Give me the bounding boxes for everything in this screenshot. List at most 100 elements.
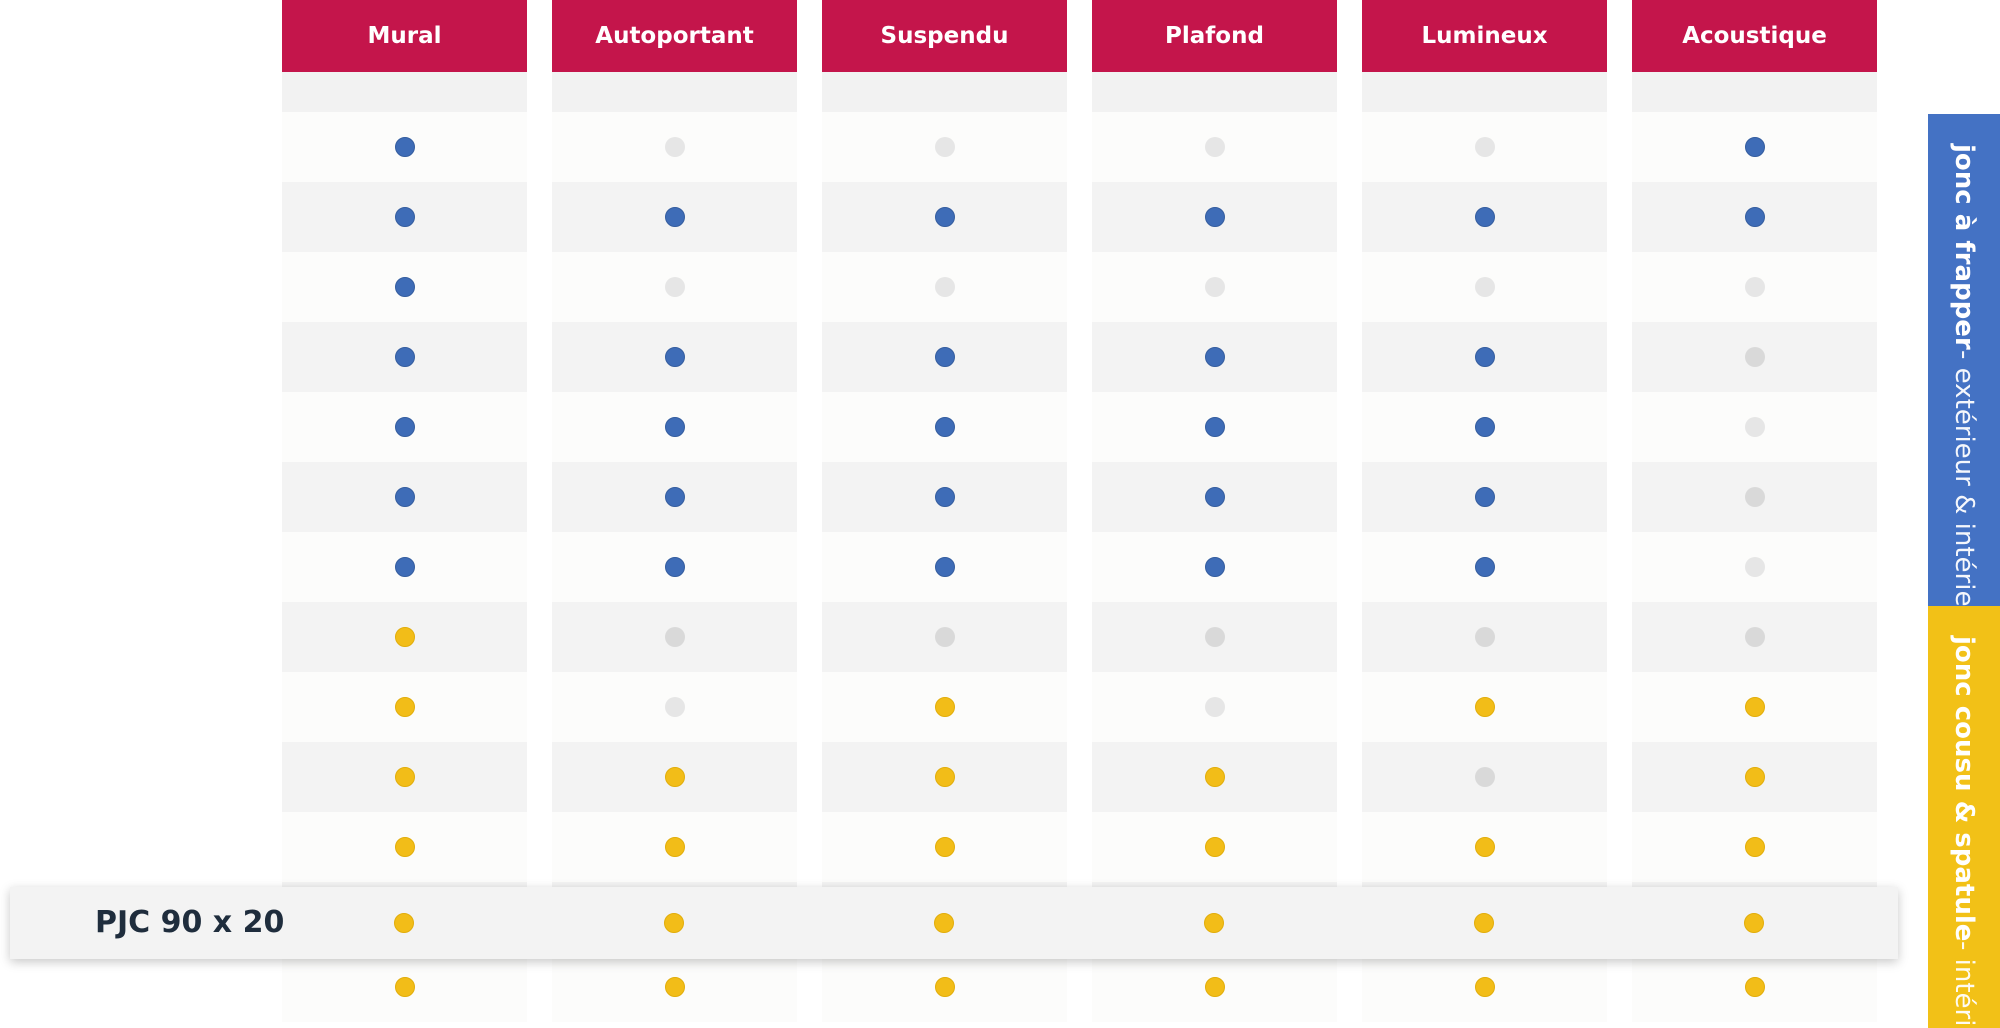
matrix-cell <box>282 462 527 532</box>
matrix-cell <box>552 532 797 602</box>
availability-dot <box>1744 207 1765 227</box>
availability-dot <box>1474 913 1494 933</box>
matrix-cell <box>1362 392 1607 462</box>
band-jonc-a-frapper: jonc à frapper - extérieur & intérieur <box>1928 114 2000 606</box>
availability-dot <box>1204 487 1225 507</box>
column-spacer <box>1362 72 1607 112</box>
availability-dot <box>1744 977 1765 997</box>
matrix-cell <box>552 602 797 672</box>
column-spacer <box>282 72 527 112</box>
availability-dot <box>394 557 415 577</box>
matrix-cell <box>1632 532 1877 602</box>
band-label-rest: - extérieur & intérieur <box>1949 349 1979 606</box>
matrix-cell <box>1092 672 1337 742</box>
availability-dot <box>394 417 415 437</box>
matrix-cell <box>1092 252 1337 322</box>
availability-dot <box>1744 137 1765 157</box>
availability-dot <box>934 557 955 577</box>
matrix-cell <box>282 812 527 882</box>
band-label: jonc à frapper - extérieur & intérieur <box>1928 114 2000 606</box>
availability-dot <box>664 137 685 157</box>
matrix-cell <box>282 252 527 322</box>
matrix-cell <box>282 112 527 182</box>
availability-dot <box>664 207 685 227</box>
availability-dot <box>664 837 685 857</box>
matrix-cell <box>282 182 527 252</box>
matrix-cell <box>822 672 1067 742</box>
column-lumineux: Lumineux <box>1362 0 1607 1028</box>
availability-dot <box>1204 277 1225 297</box>
matrix-cell <box>822 392 1067 462</box>
column-spacer <box>1632 72 1877 112</box>
availability-dot <box>1744 837 1765 857</box>
matrix-cell <box>1362 112 1607 182</box>
band-label-rest: - intérieur <box>1949 941 1979 1028</box>
column-spacer <box>1092 72 1337 112</box>
column-header[interactable]: Acoustique <box>1632 0 1877 72</box>
matrix-cell <box>822 532 1067 602</box>
availability-dot <box>934 697 955 717</box>
band-label: jonc cousu & spatule - intérieur <box>1928 606 2000 1028</box>
availability-dot <box>394 977 415 997</box>
matrix-cell <box>282 532 527 602</box>
column-header[interactable]: Lumineux <box>1362 0 1607 72</box>
availability-dot <box>934 207 955 227</box>
column-acoustique: Acoustique <box>1632 0 1877 1028</box>
availability-dot <box>1744 697 1765 717</box>
availability-dot <box>934 137 955 157</box>
highlight-row[interactable]: PJC 90 x 20 <box>10 887 1898 959</box>
availability-dot <box>1204 137 1225 157</box>
availability-dot <box>1744 277 1765 297</box>
availability-dot <box>1474 767 1495 787</box>
matrix-cell <box>1632 252 1877 322</box>
matrix-cell <box>1362 742 1607 812</box>
availability-dot <box>1204 697 1225 717</box>
matrix-cell <box>282 742 527 812</box>
column-autoportant: Autoportant <box>552 0 797 1028</box>
availability-dot <box>664 347 685 367</box>
availability-dot <box>394 207 415 227</box>
matrix-cell <box>552 322 797 392</box>
availability-dot <box>1474 347 1495 367</box>
matrix-cell <box>552 112 797 182</box>
availability-dot <box>394 697 415 717</box>
column-header[interactable]: Autoportant <box>552 0 797 72</box>
matrix-cell <box>1092 112 1337 182</box>
availability-dot <box>934 277 955 297</box>
highlight-row-label: PJC 90 x 20 <box>95 905 285 940</box>
matrix-cell <box>1092 322 1337 392</box>
matrix-cell <box>1092 602 1337 672</box>
column-header[interactable]: Suspendu <box>822 0 1067 72</box>
availability-dot <box>1744 913 1764 933</box>
availability-dot <box>934 767 955 787</box>
availability-dot <box>1204 767 1225 787</box>
matrix-cell <box>1632 112 1877 182</box>
matrix-cell <box>1632 812 1877 882</box>
availability-dot <box>664 913 684 933</box>
availability-dot <box>664 417 685 437</box>
matrix-cell <box>1632 462 1877 532</box>
matrix-cell <box>1632 952 1877 1022</box>
availability-dot <box>1474 627 1495 647</box>
availability-dot <box>1474 697 1495 717</box>
matrix-cell <box>282 672 527 742</box>
band-label-bold: jonc cousu & spatule <box>1949 636 1979 942</box>
matrix-cell <box>822 742 1067 812</box>
matrix-cell <box>1362 462 1607 532</box>
availability-dot <box>1474 207 1495 227</box>
column-header[interactable]: Mural <box>282 0 527 72</box>
matrix-cell <box>1092 462 1337 532</box>
matrix-cell <box>282 322 527 392</box>
matrix-cell <box>1362 812 1607 882</box>
availability-dot <box>394 913 414 933</box>
matrix-cell <box>1092 532 1337 602</box>
availability-dot <box>1204 977 1225 997</box>
availability-dot <box>934 977 955 997</box>
matrix-cell <box>552 392 797 462</box>
matrix-cell <box>822 462 1067 532</box>
matrix-cell <box>1362 252 1607 322</box>
availability-dot <box>394 487 415 507</box>
availability-dot <box>394 347 415 367</box>
band-jonc-cousu-spatule: jonc cousu & spatule - intérieur <box>1928 606 2000 1028</box>
column-header[interactable]: Plafond <box>1092 0 1337 72</box>
